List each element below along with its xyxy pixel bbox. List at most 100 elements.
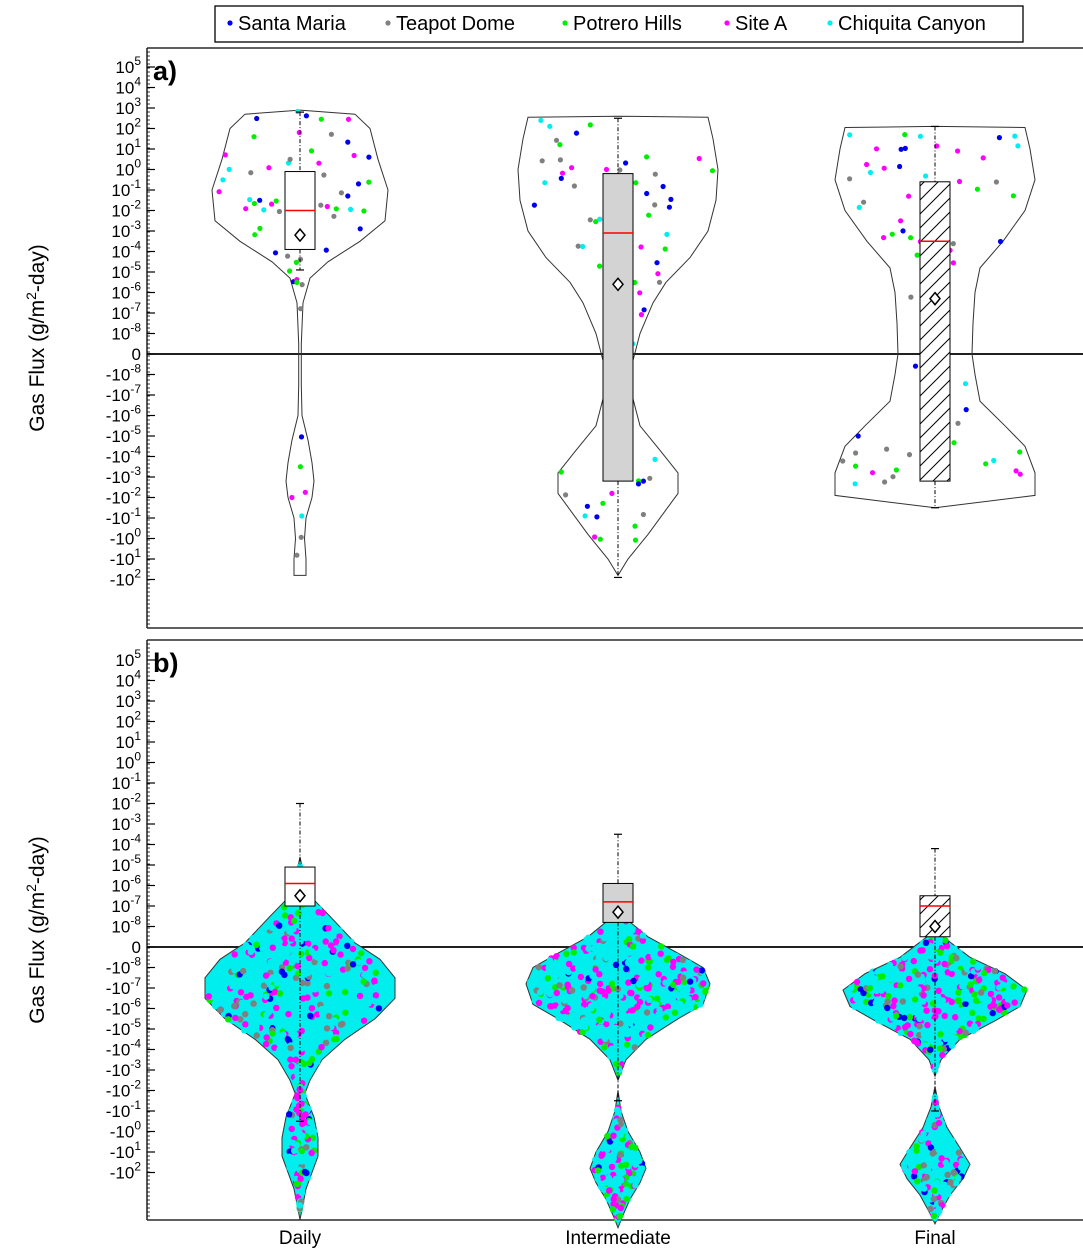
data-point [907, 1156, 914, 1164]
violin-final-0 [834, 125, 1036, 509]
data-point [536, 989, 544, 996]
data-point [599, 988, 606, 995]
data-point [581, 1016, 589, 1023]
data-point [853, 450, 859, 456]
data-point [616, 1212, 624, 1220]
data-point [366, 154, 372, 160]
data-point [941, 1181, 948, 1189]
data-point [241, 980, 248, 987]
data-point [265, 938, 272, 945]
data-point [558, 175, 564, 181]
data-point [1017, 471, 1023, 477]
data-point [305, 940, 312, 947]
data-point [902, 132, 908, 138]
data-point [608, 1001, 615, 1009]
data-point [954, 1174, 962, 1182]
data-point [325, 932, 332, 939]
data-point [936, 1040, 944, 1047]
data-point [586, 940, 593, 947]
data-point [606, 1138, 614, 1145]
data-point [617, 1176, 625, 1183]
data-point [294, 1071, 301, 1079]
data-point [544, 975, 552, 982]
data-point [243, 999, 250, 1007]
data-point [287, 1044, 294, 1052]
data-point [662, 979, 669, 986]
data-point [632, 537, 639, 543]
y-tick-label: -10-5 [106, 423, 142, 446]
data-point [868, 970, 875, 978]
legend-marker-2 [562, 20, 568, 26]
data-point [216, 189, 222, 195]
data-point [325, 925, 332, 932]
data-point [293, 1142, 300, 1149]
data-point [613, 1187, 621, 1194]
data-point [597, 216, 603, 222]
data-point [852, 481, 858, 487]
data-point [856, 204, 862, 210]
data-point [268, 924, 276, 932]
data-point [955, 1149, 963, 1156]
data-point [286, 1111, 293, 1118]
data-point [318, 202, 324, 208]
data-point [923, 173, 929, 179]
data-point [911, 996, 919, 1003]
data-point [355, 958, 362, 966]
data-point [347, 938, 355, 945]
data-point [318, 1044, 325, 1051]
data-point [650, 952, 657, 960]
data-point [597, 1183, 605, 1191]
data-point [619, 1001, 626, 1008]
data-point [556, 982, 563, 989]
data-point [617, 1204, 624, 1212]
data-point [262, 972, 270, 979]
data-point [610, 1155, 617, 1162]
data-point [897, 963, 904, 970]
data-point [873, 146, 880, 152]
data-point [939, 997, 947, 1004]
data-point [299, 995, 307, 1002]
data-point [952, 1161, 960, 1169]
y-tick-label: -10-7 [106, 382, 142, 405]
data-point [670, 958, 677, 966]
data-point [977, 1002, 985, 1009]
data-point [304, 980, 311, 987]
data-point [306, 954, 313, 962]
data-point [881, 235, 887, 241]
data-point [568, 987, 576, 994]
data-point [632, 1182, 639, 1189]
mean-marker [929, 291, 941, 306]
data-point [924, 1021, 931, 1029]
data-point [252, 232, 258, 238]
data-point [563, 967, 571, 975]
data-point [635, 981, 643, 988]
data-point [284, 1130, 291, 1137]
data-point [943, 943, 951, 950]
data-point [931, 1094, 939, 1101]
data-point [253, 1032, 260, 1039]
data-point [220, 177, 226, 183]
data-point [652, 456, 658, 462]
panel-label-1: b) [153, 648, 178, 678]
data-point [624, 1151, 631, 1159]
y-tick-label: 102 [115, 116, 141, 139]
data-point [320, 1006, 327, 1013]
data-point [608, 1163, 616, 1171]
data-point [308, 1005, 316, 1012]
y-tick-label: -10-4 [106, 444, 142, 467]
data-point [303, 1169, 310, 1177]
data-point [300, 1093, 307, 1100]
data-point [897, 1029, 904, 1037]
data-point [570, 949, 577, 956]
data-point [247, 948, 255, 956]
data-point [608, 1028, 615, 1035]
data-point [307, 1119, 314, 1126]
data-point [331, 1036, 338, 1043]
data-point [927, 1144, 935, 1151]
data-point [324, 203, 330, 210]
data-point [342, 997, 349, 1004]
y-tick-label: 10-6 [111, 873, 141, 896]
data-point [617, 167, 623, 173]
data-point [601, 1044, 608, 1051]
data-point [294, 1094, 301, 1102]
